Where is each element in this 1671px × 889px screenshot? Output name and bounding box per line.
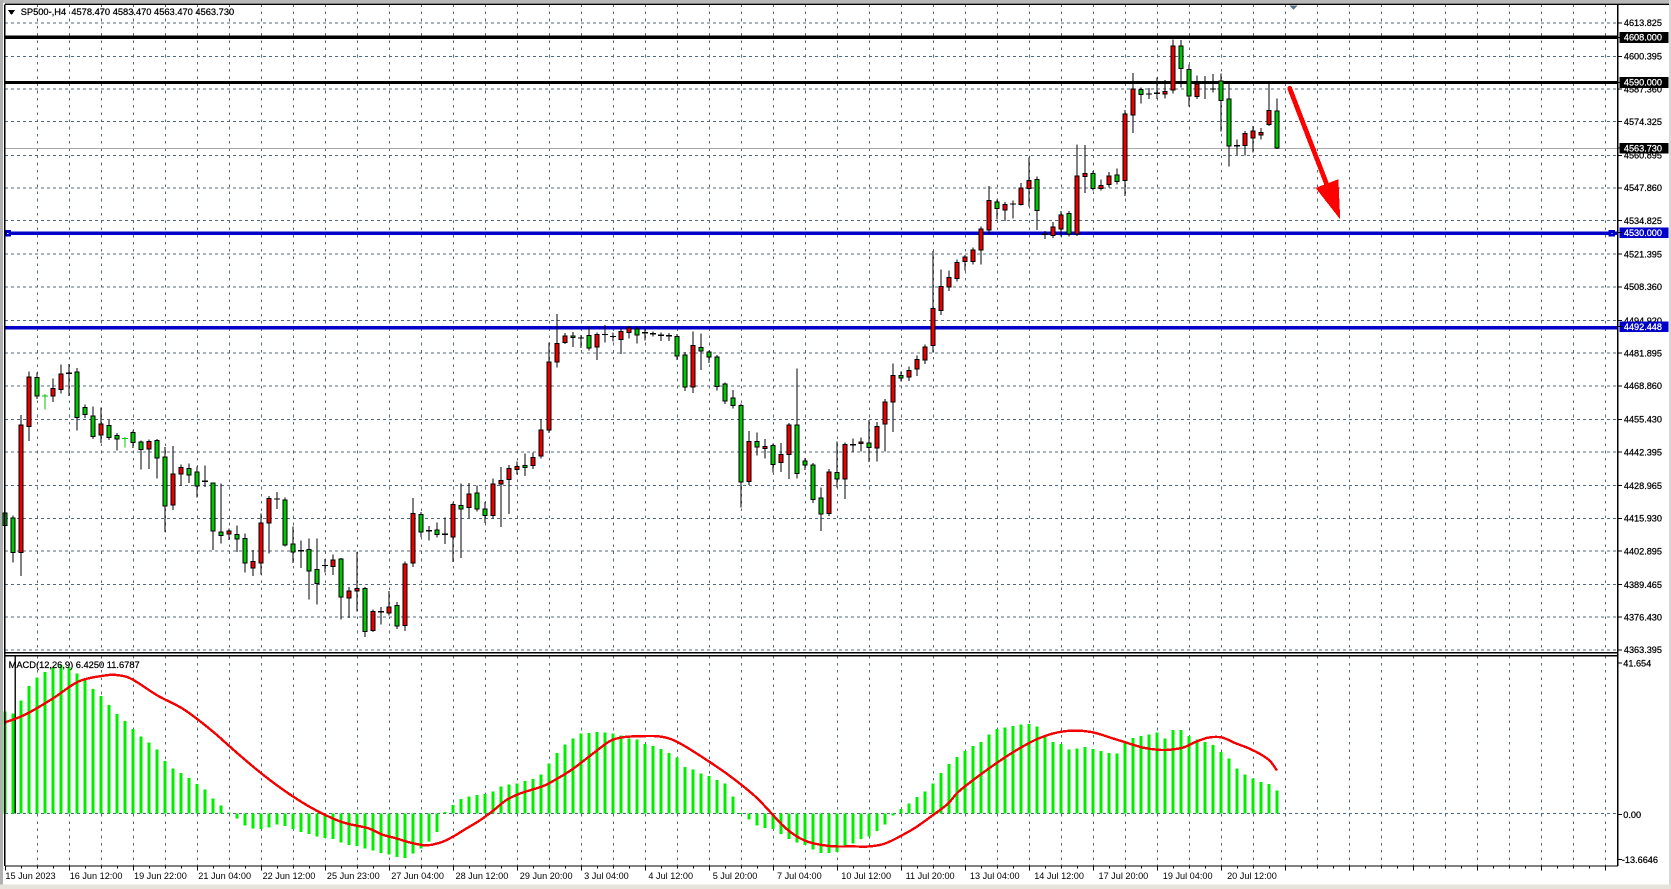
svg-text:4402.895: 4402.895 (1624, 546, 1662, 556)
svg-text:5 Jul 20:00: 5 Jul 20:00 (713, 871, 758, 881)
svg-text:4521.395: 4521.395 (1624, 250, 1662, 260)
svg-text:4492.448: 4492.448 (1624, 322, 1662, 332)
svg-text:4481.895: 4481.895 (1624, 348, 1662, 358)
svg-text:19 Jun 22:00: 19 Jun 22:00 (134, 871, 187, 881)
svg-text:4428.965: 4428.965 (1624, 481, 1662, 491)
svg-text:4530.000: 4530.000 (1624, 228, 1662, 238)
svg-text:41.654: 41.654 (1623, 658, 1651, 668)
svg-text:4563.730: 4563.730 (1624, 144, 1662, 154)
svg-text:11 Jul 20:00: 11 Jul 20:00 (906, 871, 955, 881)
svg-text:4389.465: 4389.465 (1624, 580, 1662, 590)
svg-text:13 Jul 04:00: 13 Jul 04:00 (970, 871, 1020, 881)
svg-text:0.00: 0.00 (1623, 810, 1641, 820)
svg-text:4494.920: 4494.920 (1624, 316, 1662, 326)
svg-text:4534.825: 4534.825 (1624, 216, 1662, 226)
svg-text:29 Jun 20:00: 29 Jun 20:00 (520, 871, 573, 881)
svg-text:4600.395: 4600.395 (1624, 52, 1662, 62)
svg-text:4468.860: 4468.860 (1624, 381, 1662, 391)
svg-text:10 Jul 12:00: 10 Jul 12:00 (841, 871, 891, 881)
svg-text:25 Jun 23:00: 25 Jun 23:00 (327, 871, 380, 881)
svg-text:7 Jul 04:00: 7 Jul 04:00 (777, 871, 822, 881)
svg-text:28 Jun 12:00: 28 Jun 12:00 (456, 871, 509, 881)
svg-text:21 Jun 04:00: 21 Jun 04:00 (198, 871, 251, 881)
svg-text:4587.360: 4587.360 (1624, 84, 1662, 94)
svg-text:4560.895: 4560.895 (1624, 151, 1662, 161)
svg-text:4608.000: 4608.000 (1624, 33, 1662, 43)
svg-text:4 Jul 12:00: 4 Jul 12:00 (648, 871, 693, 881)
svg-text:3 Jul 04:00: 3 Jul 04:00 (584, 871, 629, 881)
svg-text:4547.860: 4547.860 (1624, 183, 1662, 193)
svg-text:16 Jun 12:00: 16 Jun 12:00 (70, 871, 123, 881)
svg-text:17 Jul 20:00: 17 Jul 20:00 (1099, 871, 1149, 881)
svg-text:4590.000: 4590.000 (1624, 78, 1662, 88)
svg-text:-13.6646: -13.6646 (1622, 855, 1658, 865)
svg-text:4363.395: 4363.395 (1624, 645, 1662, 655)
svg-text:4455.430: 4455.430 (1624, 415, 1662, 425)
svg-text:4376.430: 4376.430 (1624, 613, 1662, 623)
svg-text:15 Jun 2023: 15 Jun 2023 (5, 871, 55, 881)
svg-text:22 Jun 12:00: 22 Jun 12:00 (263, 871, 316, 881)
svg-text:4508.360: 4508.360 (1624, 282, 1662, 292)
svg-text:4415.930: 4415.930 (1624, 514, 1662, 524)
svg-text:14 Jul 12:00: 14 Jul 12:00 (1034, 871, 1084, 881)
svg-text:27 Jun 04:00: 27 Jun 04:00 (391, 871, 444, 881)
svg-text:20 Jul 12:00: 20 Jul 12:00 (1227, 871, 1277, 881)
svg-text:4442.395: 4442.395 (1624, 447, 1662, 457)
svg-text:4574.325: 4574.325 (1624, 117, 1662, 127)
svg-text:SP500-,H4 4578.470 4583.470 4: SP500-,H4 4578.470 4583.470 4563.470 456… (21, 7, 235, 17)
svg-text:19 Jul 04:00: 19 Jul 04:00 (1163, 871, 1213, 881)
svg-text:MACD(12,26,9) 6.4250 11.6787: MACD(12,26,9) 6.4250 11.6787 (9, 660, 140, 670)
svg-text:4613.825: 4613.825 (1624, 18, 1662, 28)
